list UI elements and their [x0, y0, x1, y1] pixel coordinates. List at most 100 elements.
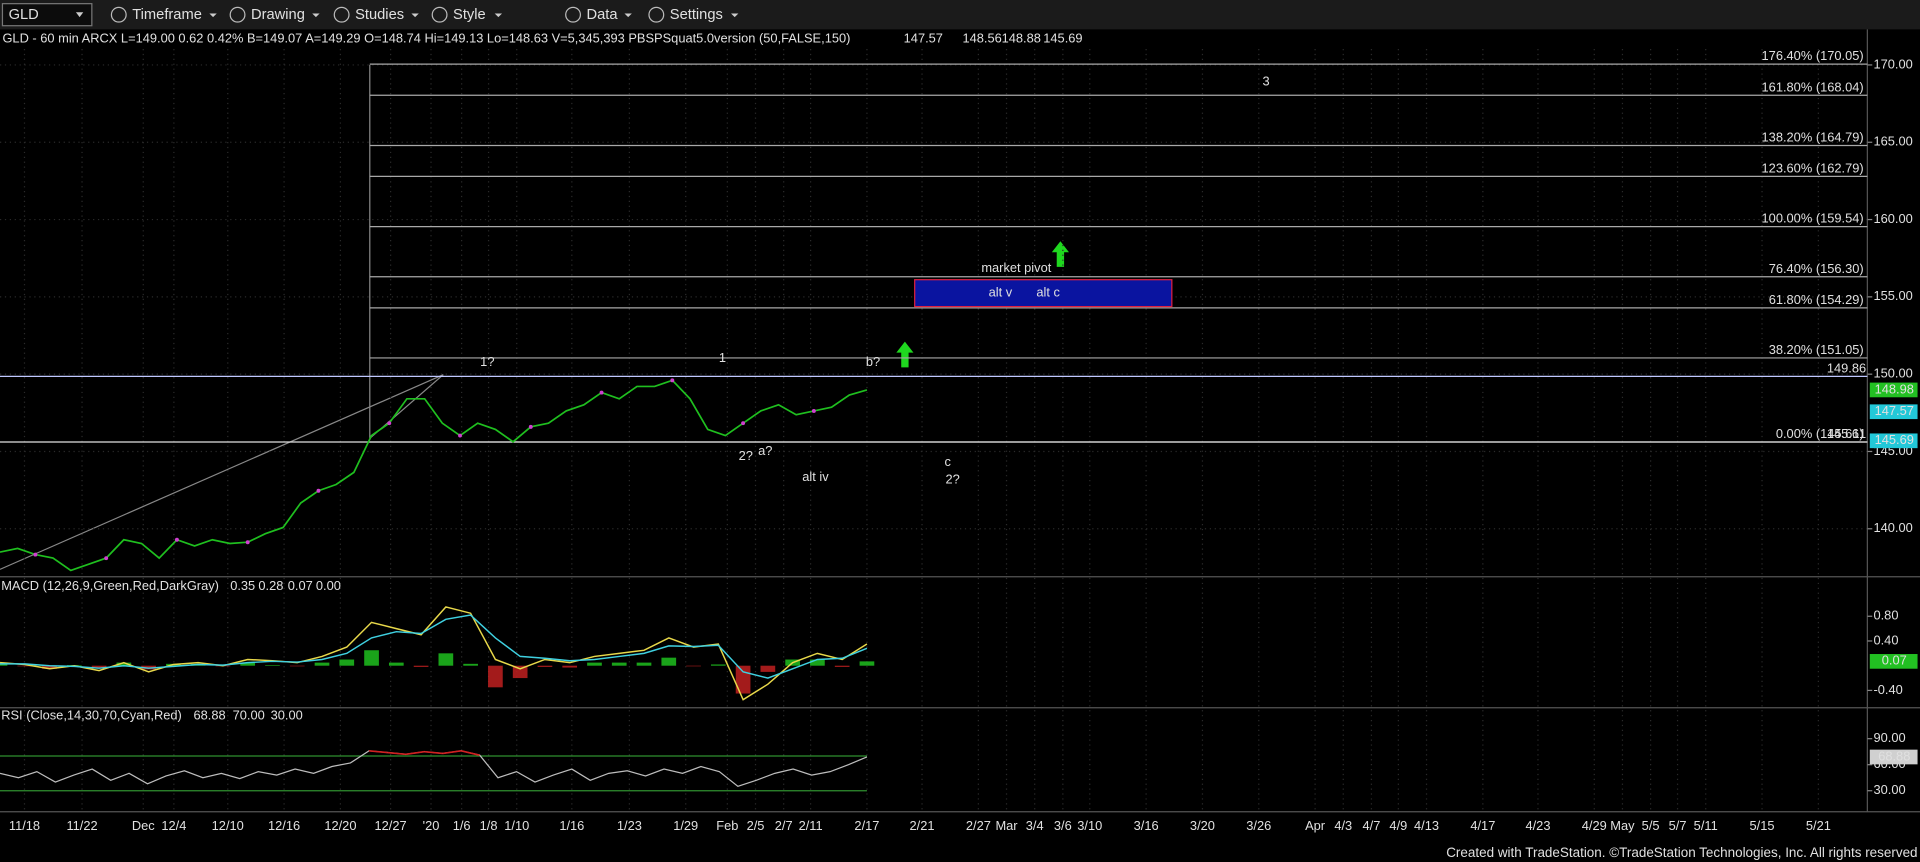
macd-histogram-bar [314, 662, 330, 666]
macd-histogram-bar [91, 665, 107, 669]
x-tick-label: 5/5 [1642, 818, 1660, 833]
x-tick-label: 4/3 [1334, 818, 1352, 833]
menu-item[interactable]: Data [587, 7, 619, 23]
macd-histogram-bar [760, 665, 776, 672]
macd-histogram-bar [413, 665, 429, 667]
x-tick-label: 12/20 [324, 818, 356, 833]
macd-histogram-bar [636, 662, 652, 666]
price-marker-label: 148.98 [1875, 381, 1914, 396]
y-tick-label: 90.00 [1873, 730, 1905, 745]
macd-histogram-bar [611, 662, 627, 666]
x-tick-label: 5/7 [1669, 818, 1687, 833]
fib-label: 0.00% (145.61) [1776, 426, 1864, 441]
x-tick-label: 5/15 [1750, 818, 1775, 833]
macd-histogram-bar [834, 665, 850, 667]
arrow-up [1051, 241, 1069, 267]
rsi-label: RSI (Close,14,30,70,Cyan,Red) [1, 708, 182, 723]
menu-icon [565, 6, 582, 23]
wave-label: 2? [739, 448, 753, 463]
x-tick-label: 5/11 [1694, 818, 1718, 833]
y-tick-label: 0.40 [1873, 632, 1898, 647]
x-tick-label: 4/29 [1582, 818, 1607, 833]
x-tick-label: Feb [716, 818, 738, 833]
y-tick-label: -0.40 [1873, 682, 1902, 697]
symbol-box[interactable] [1, 3, 93, 27]
x-tick-label: 2/17 [854, 818, 879, 833]
wave-label: c [945, 454, 952, 469]
menu-item[interactable]: Settings [670, 7, 723, 23]
y-tick-label: 30.00 [1873, 782, 1905, 797]
y-tick-label: 140.00 [1873, 520, 1912, 535]
macd-histogram-bar [42, 665, 57, 669]
y-tick-label: 0.80 [1873, 608, 1898, 623]
rsi-overbought-segment [368, 750, 388, 754]
rsi-overbought-segment [424, 750, 443, 755]
toolbar [0, 0, 1920, 30]
wave-label: alt iv [802, 469, 829, 484]
macd-histogram-bar [240, 662, 256, 666]
macd-line [0, 606, 868, 701]
dropdown-arrow [209, 13, 217, 18]
macd-histogram-bar [537, 665, 553, 667]
price-marker-label: 145.69 [1875, 432, 1914, 447]
price-dot [741, 421, 746, 426]
x-tick-label: 1/10 [504, 818, 529, 833]
price-dot [670, 378, 675, 383]
arrow-up [896, 341, 914, 368]
x-tick-label: 4/23 [1525, 818, 1550, 833]
menu-icon [229, 6, 246, 23]
x-tick-label: '20 [423, 818, 440, 833]
symbol[interactable]: GLD [9, 7, 39, 23]
x-tick-label: 12/27 [375, 818, 407, 833]
menu-item[interactable]: Studies [355, 7, 404, 23]
macd-histogram-bar [686, 665, 701, 667]
header-value: 145.69 [1043, 31, 1082, 46]
price-marker [1869, 382, 1918, 398]
menu-item[interactable]: Drawing [251, 7, 305, 23]
x-tick-label: 4/17 [1470, 818, 1495, 833]
rsi-overbought-segment [405, 750, 425, 756]
macd-histogram-bar [587, 662, 602, 666]
macd-histogram-bar [859, 661, 875, 666]
x-tick-label: 1/23 [617, 818, 642, 833]
price-line-series [0, 379, 868, 572]
price-dot [811, 409, 816, 413]
x-tick-label: 3/4 [1026, 818, 1044, 833]
dropdown-arrow [312, 13, 320, 18]
footer: Created with TradeStation. ©TradeStation… [1446, 845, 1917, 860]
menu-icon [431, 6, 448, 23]
pivot-box [914, 279, 1173, 308]
fib-label: 76.40% (156.30) [1769, 261, 1864, 276]
menu-icon [333, 6, 350, 23]
dropdown-arrow [494, 13, 503, 18]
x-tick-label: 12/10 [212, 818, 244, 833]
x-tick-label: 3/20 [1190, 818, 1215, 833]
price-dot [245, 540, 250, 545]
y-tick-label: 155.00 [1873, 288, 1912, 303]
x-tick-label: May [1610, 818, 1635, 833]
price-marker-label: 147.57 [1875, 403, 1914, 418]
wave-label: b? [866, 354, 880, 369]
x-tick-label: 4/13 [1414, 818, 1439, 833]
fib-label: 38.20% (151.05) [1769, 342, 1864, 357]
wave-label: 3 [1263, 73, 1270, 88]
x-tick-label: 12/16 [268, 818, 300, 833]
rsi-overbought-segment [460, 750, 480, 756]
menu-item[interactable]: Timeframe [132, 7, 202, 23]
price-dot [387, 421, 392, 426]
rsi-overbought-segment [442, 750, 462, 755]
macd-histogram-bar [265, 665, 280, 666]
x-tick-label: Mar [995, 818, 1018, 833]
fib-label: 138.20% (164.79) [1762, 130, 1864, 145]
signal-line [0, 614, 868, 679]
x-tick-label: 3/10 [1077, 818, 1102, 833]
menu-item[interactable]: Style [453, 7, 486, 23]
header-value: 147.57 [904, 31, 943, 46]
x-tick-label: 3/6 [1054, 818, 1072, 833]
y-tick-label: 160.00 [1873, 211, 1912, 226]
macd-value: 0.00 [316, 578, 341, 593]
x-tick-label: 4/7 [1362, 818, 1380, 833]
price-marker-label: 145.61 [1827, 426, 1866, 441]
panel-separators [0, 29, 1920, 813]
